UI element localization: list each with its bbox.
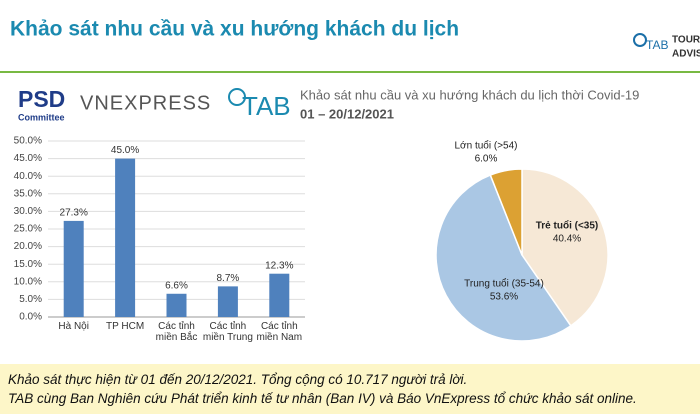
- corner-text: TOURIS: [672, 35, 700, 46]
- date: 01 – 20/12/2021: [300, 106, 394, 121]
- bar: [217, 286, 238, 317]
- data-label: 27.3%: [60, 208, 88, 219]
- slice-label: Trẻ tuổi (<35): [536, 220, 599, 232]
- x-tick-label: Hà Nội: [58, 321, 89, 332]
- x-label-box: Các tỉnh miền Trung: [202, 321, 253, 343]
- x-tick-label: TP HCM: [106, 321, 145, 332]
- slide-title: Khảo sát nhu cầu và xu hướng khách du lị…: [10, 18, 459, 41]
- chart-area: Khảo sát nhu cầu và xu hướng khách du lị…: [0, 18, 700, 343]
- x-tick-label: Các tỉnh miền Nam: [256, 321, 303, 343]
- data-label: 8.7%: [217, 273, 240, 284]
- corner-text: ADVISO: [672, 49, 700, 60]
- y-tick-label: 10.0%: [14, 276, 42, 287]
- data-label: 45.0%: [111, 145, 139, 156]
- psd-logo: PSD: [18, 86, 65, 112]
- y-tick-label: 20.0%: [14, 241, 42, 252]
- bar: [115, 158, 136, 317]
- bar: [166, 293, 187, 317]
- y-tick-label: 40.0%: [14, 171, 42, 182]
- pie-slice: [521, 168, 609, 327]
- bar: [63, 220, 84, 317]
- y-tick-label: 0.0%: [19, 312, 42, 323]
- slice-label: Lớn tuổi (>54): [455, 140, 518, 152]
- x-tick-label: Các tỉnh miền Bắc: [155, 321, 198, 343]
- pie-slice: [489, 168, 523, 256]
- y-tick-label: 45.0%: [14, 153, 42, 164]
- vnexpress-logo: VNEXPRESS: [80, 92, 211, 114]
- y-tick-label: 5.0%: [19, 294, 42, 305]
- slice-value: 53.6%: [490, 292, 518, 303]
- pie-slice: [435, 174, 572, 342]
- y-tick-label: 35.0%: [14, 188, 42, 199]
- bar: [269, 273, 290, 317]
- footer: Khảo sát thực hiện từ 01 đến 20/12/2021.…: [0, 364, 700, 414]
- data-label: 12.3%: [265, 260, 293, 271]
- subtitle: Khảo sát nhu cầu và xu hướng khách du lị…: [300, 87, 639, 102]
- footer-line: TAB cùng Ban Nghiên cứu Phát triển kinh …: [8, 391, 637, 406]
- footer-line: Khảo sát thực hiện từ 01 đến 20/12/2021.…: [8, 372, 468, 387]
- slice-value: 40.4%: [553, 234, 581, 245]
- y-tick-label: 50.0%: [14, 136, 42, 147]
- y-tick-label: 30.0%: [14, 206, 42, 217]
- data-label: 6.6%: [165, 280, 188, 291]
- slice-label: Trung tuổi (35-54): [464, 278, 544, 290]
- tab-icon: [228, 88, 246, 106]
- corner-icon: [633, 33, 647, 47]
- psd-sub: Committee: [18, 112, 65, 122]
- x-label-box: TP HCM: [106, 321, 145, 332]
- x-label-box: Các tỉnh miền Bắc: [155, 321, 198, 343]
- tab-logo: TAB: [242, 91, 291, 121]
- corner-logo: TAB: [646, 38, 668, 52]
- y-tick-label: 15.0%: [14, 259, 42, 270]
- slice-value: 6.0%: [475, 154, 498, 165]
- x-tick-label: Các tỉnh miền Trung: [202, 321, 253, 343]
- x-label-box: Hà Nội: [58, 321, 89, 332]
- y-tick-label: 25.0%: [14, 224, 42, 235]
- x-label-box: Các tỉnh miền Nam: [256, 321, 303, 343]
